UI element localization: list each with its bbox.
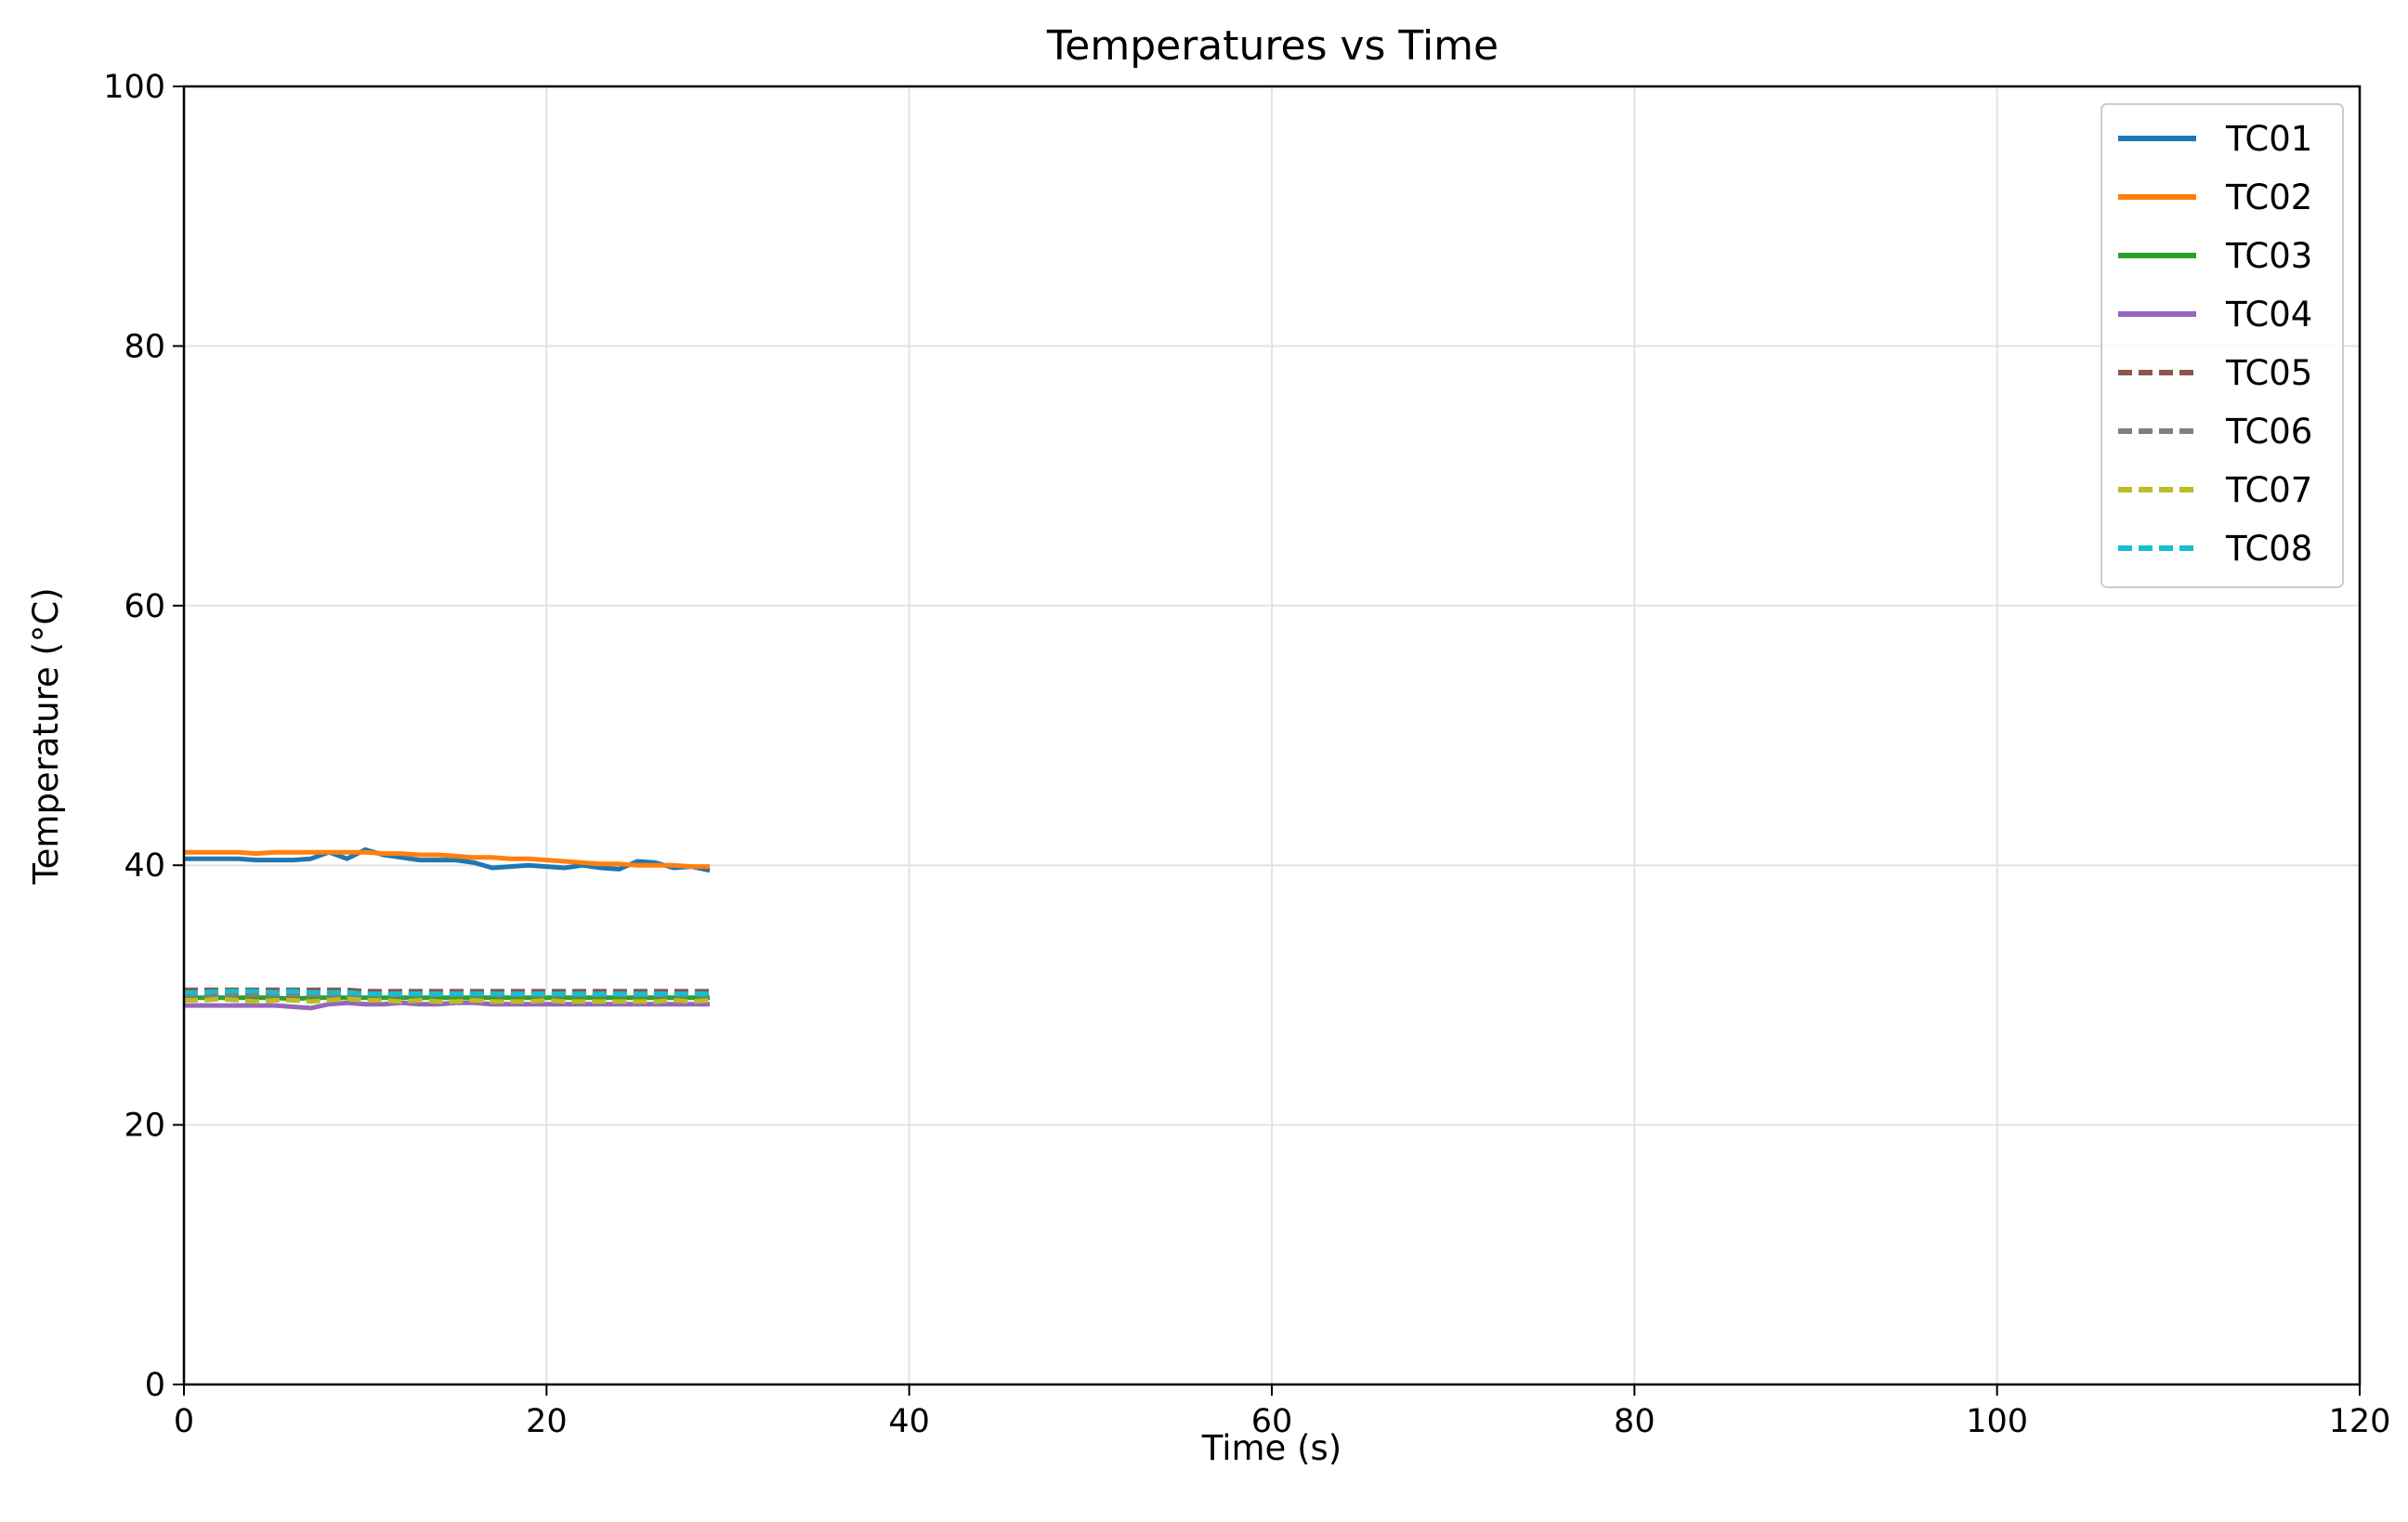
legend-label-tc01: TC01 (2225, 119, 2312, 159)
y-tick-label: 0 (145, 1367, 165, 1404)
x-tick-label: 100 (1966, 1403, 2028, 1440)
series-line-tc04 (184, 1000, 710, 1011)
series-lines (184, 846, 711, 1011)
x-axis-label: Time (s) (1201, 1428, 1341, 1468)
legend: TC01 TC02 TC03 TC04 TC05 TC06 TC07 TC08 (2100, 103, 2344, 588)
legend-label-tc08: TC08 (2225, 529, 2312, 569)
series-line-tc07 (184, 996, 711, 1004)
series-line-tc05 (184, 987, 710, 994)
x-tick-label: 80 (1614, 1403, 1656, 1440)
y-tick-label: 60 (124, 588, 165, 625)
series-line-tc02 (184, 849, 710, 870)
y-tick-label: 40 (124, 847, 165, 885)
x-axis-ticks: 0 20 40 60 80 100 120 (174, 1384, 2391, 1440)
y-tick-label: 20 (124, 1108, 165, 1145)
legend-label-tc02: TC02 (2225, 177, 2312, 217)
x-tick-label: 60 (1251, 1403, 1293, 1440)
legend-label-tc06: TC06 (2225, 412, 2312, 452)
x-tick-label: 0 (174, 1403, 194, 1440)
y-tick-label: 80 (124, 328, 165, 365)
x-tick-label: 20 (526, 1403, 568, 1440)
x-tick-label: 40 (888, 1403, 930, 1440)
legend-label-tc03: TC03 (2225, 236, 2312, 276)
legend-label-tc05: TC05 (2225, 353, 2312, 393)
series-line-tc08 (184, 989, 710, 996)
y-axis-label: Temperature (°C) (26, 587, 66, 885)
legend-box (2100, 103, 2344, 588)
series-line-tc01 (184, 846, 711, 873)
series-line-tc03 (184, 995, 710, 1002)
chart-title: Temperatures vs Time (1046, 22, 1498, 70)
y-tick-label: 100 (103, 69, 165, 106)
x-tick-label: 120 (2329, 1403, 2391, 1440)
legend-label-tc07: TC07 (2225, 470, 2312, 510)
y-axis-ticks: 0 20 40 60 80 100 (103, 69, 184, 1404)
legend-label-tc04: TC04 (2225, 295, 2312, 335)
